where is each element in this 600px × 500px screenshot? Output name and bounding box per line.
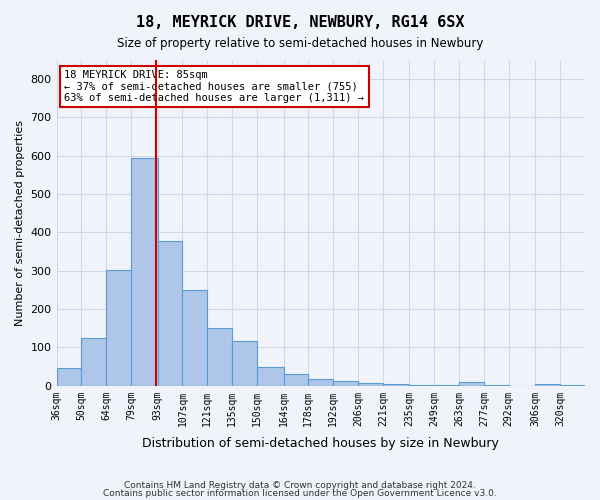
Bar xyxy=(333,381,358,386)
Bar xyxy=(182,290,207,386)
Bar xyxy=(535,384,560,386)
Bar xyxy=(232,340,257,386)
Text: Contains public sector information licensed under the Open Government Licence v3: Contains public sector information licen… xyxy=(103,488,497,498)
Bar xyxy=(409,385,434,386)
Text: Size of property relative to semi-detached houses in Newbury: Size of property relative to semi-detach… xyxy=(117,38,483,51)
Bar xyxy=(308,379,333,386)
Bar xyxy=(106,270,131,386)
Bar xyxy=(484,385,509,386)
Bar xyxy=(207,328,232,386)
Y-axis label: Number of semi-detached properties: Number of semi-detached properties xyxy=(15,120,25,326)
X-axis label: Distribution of semi-detached houses by size in Newbury: Distribution of semi-detached houses by … xyxy=(142,437,499,450)
Text: Contains HM Land Registry data © Crown copyright and database right 2024.: Contains HM Land Registry data © Crown c… xyxy=(124,481,476,490)
Bar xyxy=(284,374,308,386)
Bar xyxy=(257,366,284,386)
Bar xyxy=(158,242,182,386)
Bar xyxy=(434,385,459,386)
Bar xyxy=(358,384,383,386)
Bar xyxy=(82,338,106,386)
Bar xyxy=(131,158,158,386)
Bar xyxy=(383,384,409,386)
Text: 18, MEYRICK DRIVE, NEWBURY, RG14 6SX: 18, MEYRICK DRIVE, NEWBURY, RG14 6SX xyxy=(136,15,464,30)
Bar xyxy=(560,384,585,386)
Text: 18 MEYRICK DRIVE: 85sqm
← 37% of semi-detached houses are smaller (755)
63% of s: 18 MEYRICK DRIVE: 85sqm ← 37% of semi-de… xyxy=(64,70,364,103)
Bar xyxy=(459,382,484,386)
Bar xyxy=(56,368,82,386)
